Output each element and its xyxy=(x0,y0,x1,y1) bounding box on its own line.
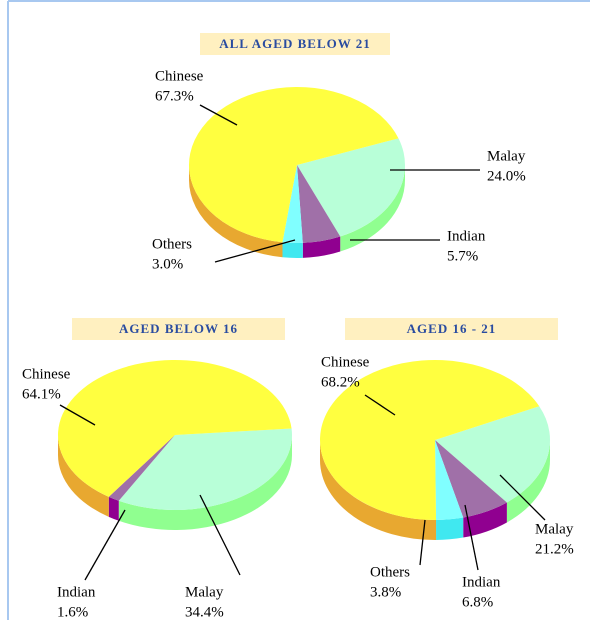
slice-side xyxy=(189,165,283,258)
slice xyxy=(297,138,406,237)
slice xyxy=(58,359,292,497)
slice-value-label: 24.0% xyxy=(487,168,526,184)
title-box xyxy=(200,33,390,55)
slice-side xyxy=(506,440,550,523)
leader-line xyxy=(59,404,96,426)
title-box xyxy=(72,318,285,340)
leader-line xyxy=(364,394,396,416)
slice-value-label: 64.1% xyxy=(22,386,61,402)
slice xyxy=(319,360,540,520)
leader-line xyxy=(199,494,241,576)
slice-side xyxy=(302,236,341,258)
slice-side xyxy=(58,435,109,517)
slice-label: Malay xyxy=(535,521,574,537)
title-box xyxy=(345,318,558,340)
slice-side xyxy=(282,242,303,259)
slice-side xyxy=(108,496,119,521)
slice-label: Indian xyxy=(447,228,486,244)
slice-label: Chinese xyxy=(155,68,204,84)
leader-line xyxy=(199,104,238,126)
slice-label: Malay xyxy=(185,584,224,600)
slice-label: Others xyxy=(370,564,410,580)
slice-value-label: 68.2% xyxy=(321,374,360,390)
slice xyxy=(435,406,550,503)
chart-title: AGED 16 - 21 xyxy=(407,321,497,336)
slice xyxy=(108,435,175,501)
slice-side xyxy=(118,435,292,530)
leader-line xyxy=(464,504,479,571)
leader-line xyxy=(419,519,426,566)
slice xyxy=(282,165,303,243)
leader-line xyxy=(84,509,126,581)
slice-value-label: 5.7% xyxy=(447,248,478,264)
slice-side xyxy=(340,165,405,252)
leader-line xyxy=(214,239,296,263)
slice-value-label: 67.3% xyxy=(155,88,194,104)
leader-line xyxy=(499,474,546,521)
slice xyxy=(435,440,464,520)
chart-title: AGED BELOW 16 xyxy=(119,321,238,336)
slice-label: Indian xyxy=(462,574,501,590)
slice xyxy=(435,440,507,518)
slice-value-label: 34.4% xyxy=(185,604,224,620)
slice xyxy=(118,428,293,511)
slice-value-label: 21.2% xyxy=(535,541,574,557)
chart-title: ALL AGED BELOW 21 xyxy=(219,36,371,51)
slice-label: Indian xyxy=(57,584,96,600)
slice xyxy=(189,87,399,243)
slice-value-label: 6.8% xyxy=(462,594,493,610)
slice-label: Chinese xyxy=(321,354,370,370)
slice-label: Others xyxy=(152,236,192,252)
slice-value-label: 1.6% xyxy=(57,604,88,620)
slice xyxy=(297,165,341,243)
slice-label: Chinese xyxy=(22,366,71,382)
slice-side xyxy=(436,517,464,540)
slice-value-label: 3.0% xyxy=(152,256,183,272)
slice-side xyxy=(463,502,507,538)
slice-label: Malay xyxy=(487,148,526,164)
slice-value-label: 3.8% xyxy=(370,584,401,600)
